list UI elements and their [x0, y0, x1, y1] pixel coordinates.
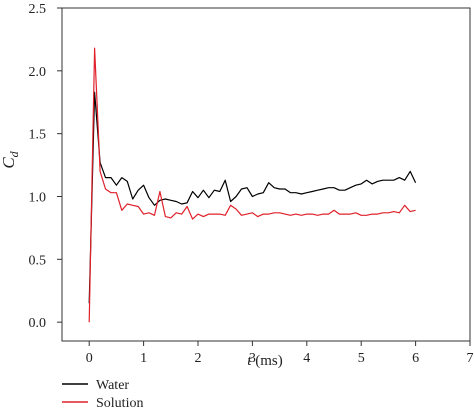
x-tick-label: 2: [195, 351, 202, 366]
series-layer: [88, 47, 417, 323]
x-tick-label: 7: [467, 351, 474, 366]
x-tick-label: 3: [249, 351, 256, 366]
y-tick-label: 2.0: [29, 65, 47, 80]
y-tick-label: 0.5: [29, 253, 47, 268]
x-tick-label: 6: [412, 351, 419, 366]
x-axis-label-var: t: [247, 353, 252, 369]
series-line-water: [88, 91, 417, 304]
y-tick-label: 1.0: [29, 190, 47, 205]
legend-label-solution: Solution: [96, 396, 143, 409]
legend-label-water: Water: [96, 378, 129, 393]
x-tick-label: 4: [303, 351, 310, 366]
y-axis-label-sub: d: [7, 150, 21, 157]
x-tick-label: 0: [86, 351, 93, 366]
plot-border: [61, 7, 471, 342]
x-axis-label-unit: (ms): [251, 353, 282, 369]
y-tick-label: 0.0: [29, 316, 47, 331]
series-line-solution: [88, 47, 416, 323]
legend: Water Solution: [62, 378, 143, 409]
y-axis-label-main: C: [0, 157, 18, 169]
x-tick-label: 5: [358, 351, 365, 366]
plot-area: [61, 7, 471, 342]
x-tick-label: 1: [140, 351, 147, 366]
y-axis-label: Cd: [0, 150, 21, 168]
y-axis-ticks: 0.0 0.5 1.0 1.5 2.0 2.5: [29, 2, 62, 331]
x-axis-ticks: 0 1 2 3 4 5 6 7: [86, 341, 474, 366]
y-tick-label: 1.5: [29, 128, 47, 143]
x-axis-label: t (ms): [247, 353, 282, 369]
y-tick-label: 2.5: [29, 2, 47, 17]
